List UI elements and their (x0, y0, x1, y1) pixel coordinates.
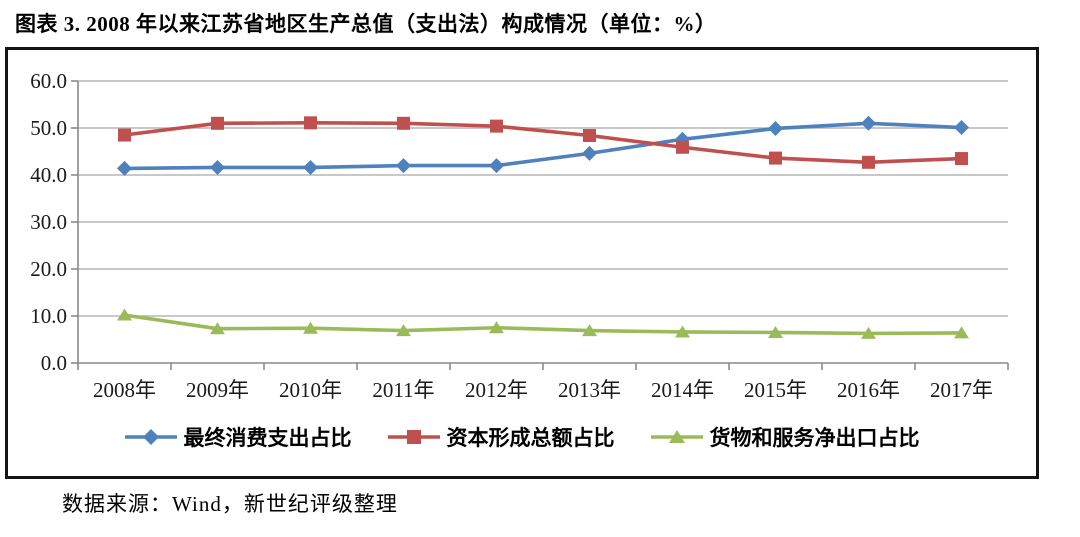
legend-item-capital-formation: 资本形成总额占比 (387, 422, 615, 452)
legend-label-capital-formation: 资本形成总额占比 (446, 426, 615, 450)
legend-triangle-icon (650, 430, 703, 443)
x-tick-label: 2014年 (651, 378, 714, 402)
chart-legend: 最终消费支出占比 资本形成总额占比 货物和服务净出口占比 (8, 422, 1036, 452)
x-tick-label: 2011年 (372, 378, 434, 402)
y-tick-label: 60.0 (30, 69, 67, 93)
x-tick-label: 2017年 (930, 378, 993, 402)
y-tick-label: 10.0 (30, 304, 67, 328)
y-tick-label: 30.0 (30, 210, 67, 234)
x-tick-label: 2015年 (744, 378, 807, 402)
chart-frame: 0.0 10.0 20.0 30.0 40.0 50.0 60.0 2008年 2009年 201… (5, 47, 1039, 479)
legend-item-net-exports: 货物和服务净出口占比 (650, 422, 920, 452)
series-0 (117, 115, 969, 176)
series-2 (117, 308, 969, 339)
legend-item-final-consumption: 最终消费支出占比 (124, 422, 352, 452)
x-tick-label: 2008年 (93, 378, 156, 402)
gridlines (71, 80, 1008, 364)
figure-title: 图表 3. 2008 年以来江苏省地区生产总值（支出法）构成情况（单位：%） (15, 12, 717, 36)
legend-diamond-icon (124, 429, 177, 445)
x-tick-label: 2009年 (186, 378, 249, 402)
series-1 (118, 116, 968, 169)
line-chart: 0.0 10.0 20.0 30.0 40.0 50.0 60.0 2008年 2009年 201… (30, 69, 1009, 402)
y-tick-label: 20.0 (30, 257, 67, 281)
y-tick-label: 0.0 (41, 351, 67, 375)
legend-label-net-exports: 货物和服务净出口占比 (709, 426, 920, 450)
x-tick-label: 2013年 (558, 378, 621, 402)
y-tick-label: 50.0 (30, 116, 67, 140)
x-tick-label: 2010年 (279, 378, 342, 402)
x-tick-label: 2012年 (465, 378, 528, 402)
legend-square-icon (387, 430, 440, 444)
data-source: 数据来源：Wind，新世纪评级整理 (62, 492, 398, 516)
x-tick-label: 2016年 (837, 378, 900, 402)
y-tick-label: 40.0 (30, 163, 67, 187)
legend-label-final-consumption: 最终消费支出占比 (183, 426, 352, 450)
